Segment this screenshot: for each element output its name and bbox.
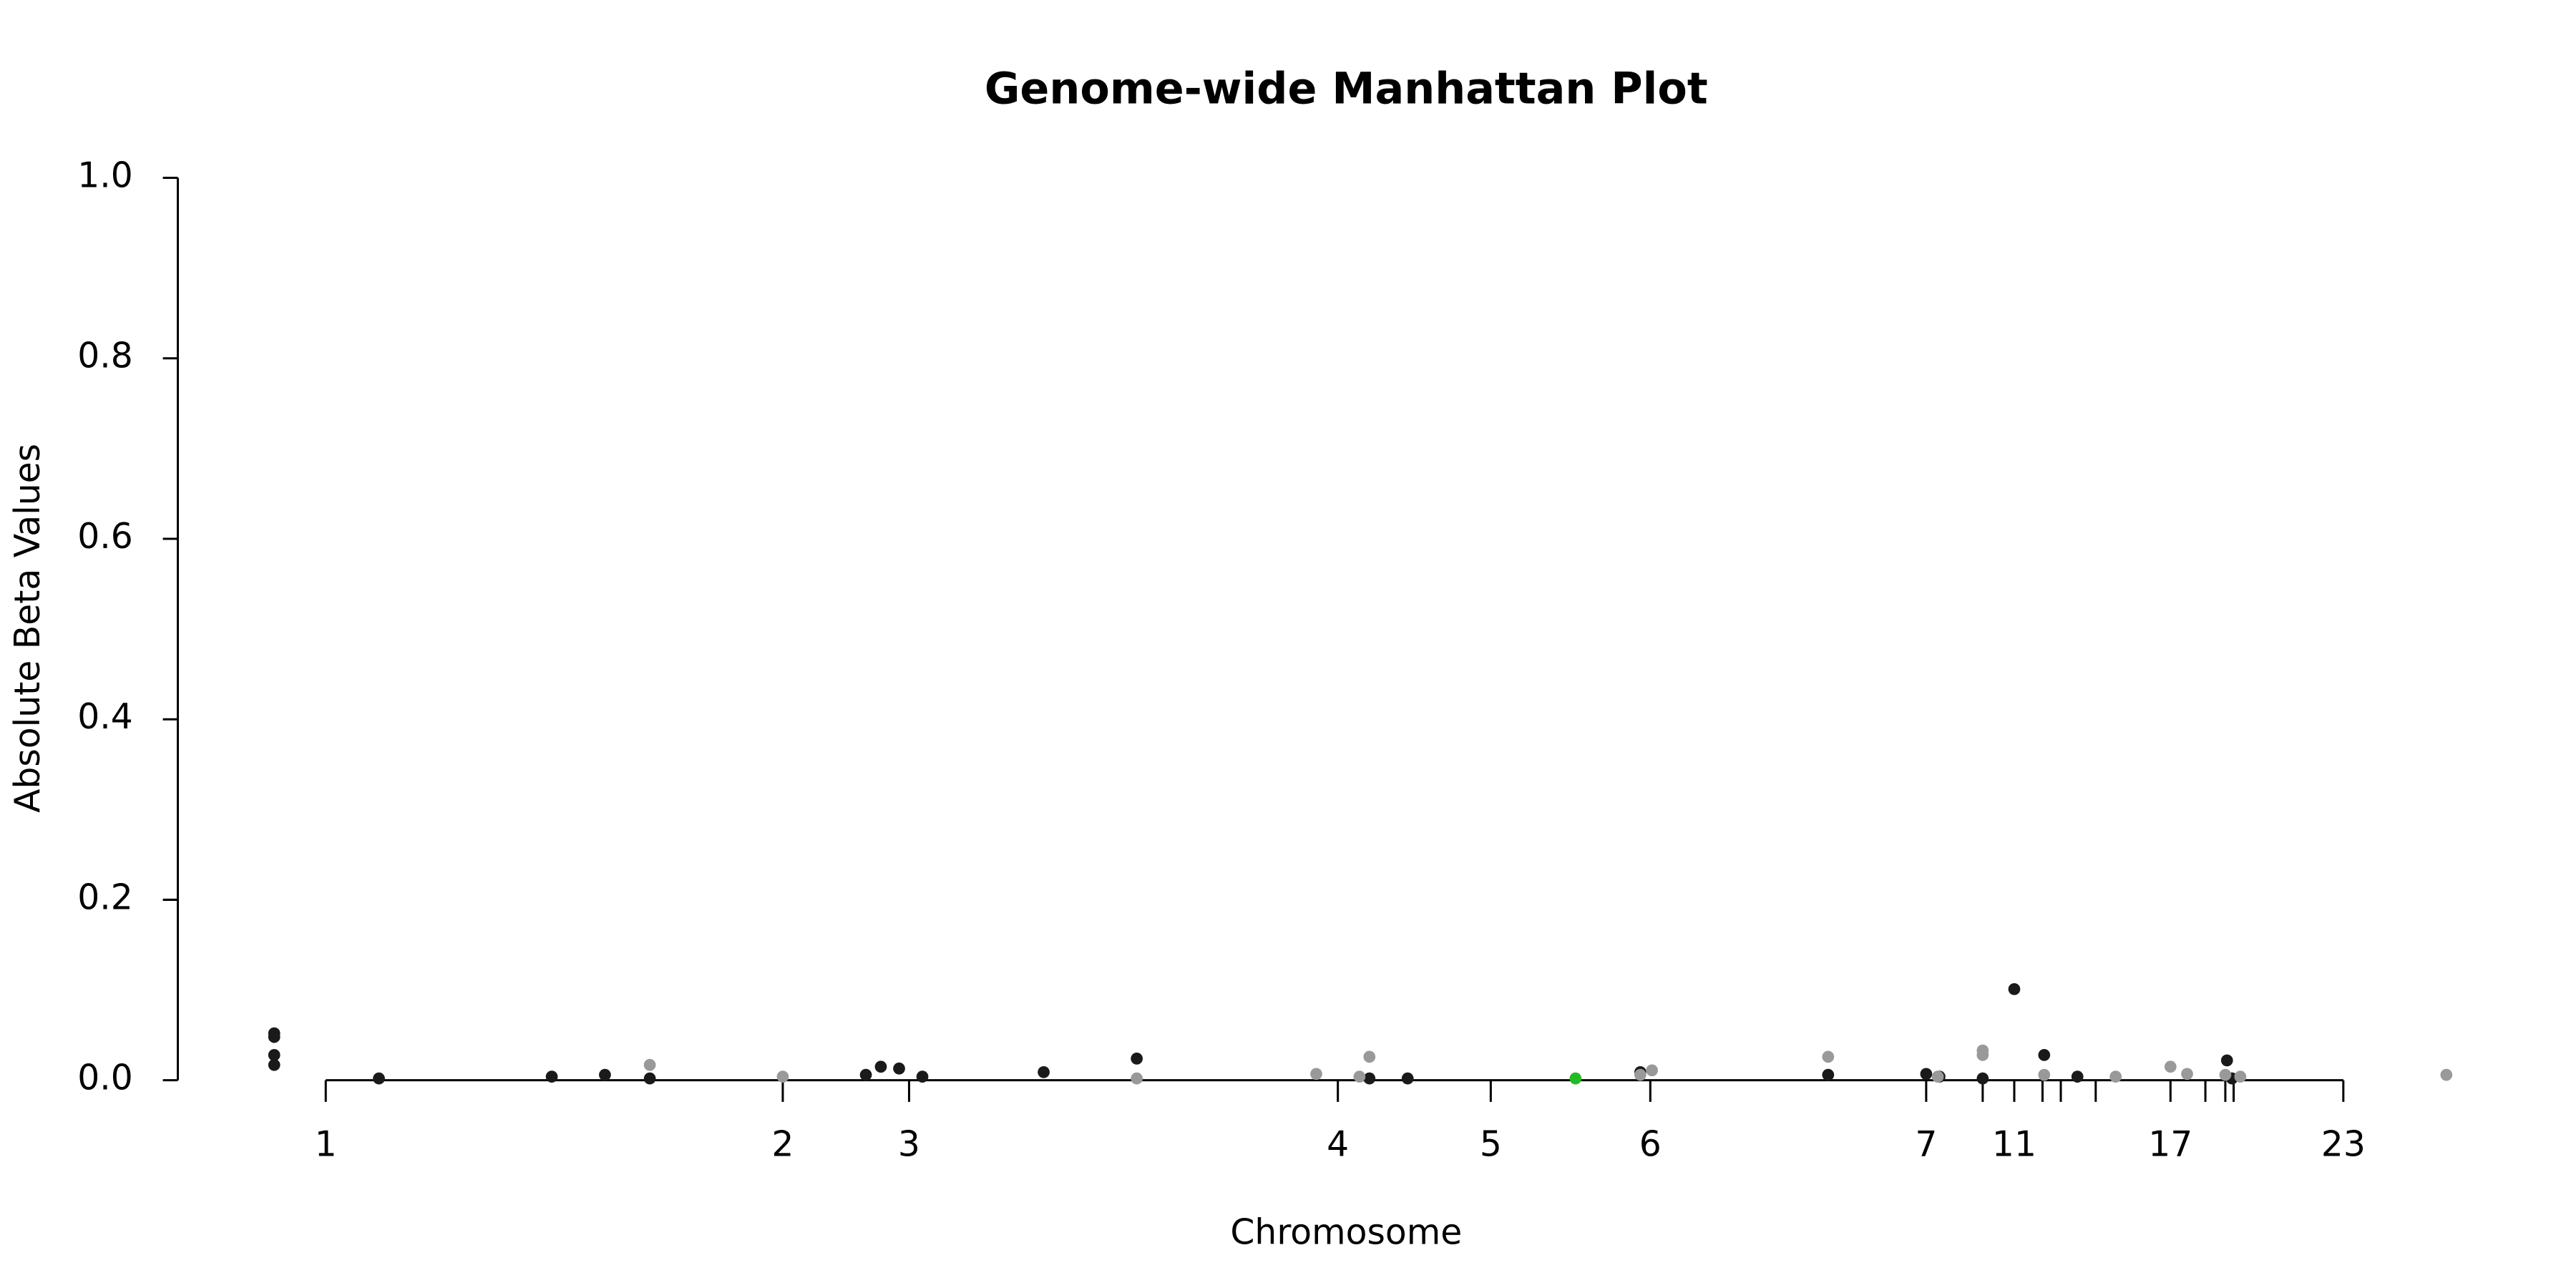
x-tick-label: 1 bbox=[315, 1124, 337, 1165]
y-tick-label: 0.2 bbox=[77, 877, 133, 917]
data-point bbox=[893, 1062, 905, 1075]
data-point bbox=[874, 1060, 887, 1073]
data-point bbox=[1353, 1070, 1366, 1083]
x-tick-label: 7 bbox=[1915, 1124, 1937, 1165]
data-point bbox=[1131, 1053, 1143, 1065]
data-point bbox=[859, 1068, 872, 1081]
y-tick-label: 1.0 bbox=[77, 155, 133, 196]
data-point bbox=[1931, 1070, 1944, 1083]
data-point bbox=[2071, 1070, 2084, 1083]
data-point bbox=[1976, 1072, 1989, 1085]
data-point bbox=[776, 1070, 789, 1083]
data-point bbox=[268, 1058, 280, 1071]
x-tick-label: 3 bbox=[898, 1124, 920, 1165]
data-point bbox=[1363, 1050, 1376, 1063]
data-point bbox=[1822, 1068, 1835, 1081]
data-point bbox=[268, 1049, 280, 1061]
y-tick-label: 0.0 bbox=[77, 1058, 133, 1098]
x-tick-label: 17 bbox=[2148, 1124, 2192, 1165]
data-point bbox=[2038, 1068, 2051, 1081]
data-point bbox=[2181, 1068, 2193, 1080]
data-point bbox=[1363, 1072, 1376, 1085]
data-point bbox=[2164, 1060, 2177, 1073]
data-point bbox=[2234, 1070, 2247, 1083]
data-point bbox=[2109, 1070, 2122, 1083]
data-point bbox=[1131, 1072, 1143, 1085]
data-point bbox=[1569, 1072, 1582, 1085]
data-point bbox=[2038, 1049, 2051, 1061]
data-point bbox=[2440, 1068, 2453, 1081]
chart-title: Genome-wide Manhattan Plot bbox=[985, 64, 1708, 114]
data-point bbox=[2220, 1054, 2233, 1067]
data-point bbox=[373, 1072, 385, 1085]
data-point bbox=[599, 1068, 611, 1081]
y-axis-label: Absolute Beta Values bbox=[7, 444, 48, 813]
x-tick-label: 6 bbox=[1639, 1124, 1662, 1165]
x-tick-label: 4 bbox=[1327, 1124, 1349, 1165]
data-point bbox=[1646, 1064, 1659, 1077]
x-tick-label: 5 bbox=[1480, 1124, 1502, 1165]
data-point bbox=[268, 1030, 280, 1043]
data-point bbox=[1401, 1072, 1414, 1085]
data-point bbox=[643, 1072, 656, 1085]
x-tick-label: 23 bbox=[2321, 1124, 2366, 1165]
data-point bbox=[1822, 1050, 1835, 1063]
data-point bbox=[2008, 982, 2021, 995]
data-point bbox=[2219, 1068, 2232, 1081]
data-point bbox=[1038, 1065, 1050, 1078]
x-tick-label: 11 bbox=[1992, 1124, 2036, 1165]
x-axis-label: Chromosome bbox=[1230, 1212, 1462, 1253]
data-point bbox=[1920, 1068, 1933, 1080]
data-point bbox=[916, 1070, 929, 1083]
data-point bbox=[545, 1070, 558, 1083]
x-tick-label: 2 bbox=[771, 1124, 794, 1165]
data-point bbox=[1634, 1068, 1646, 1081]
data-point bbox=[1310, 1068, 1322, 1080]
data-point bbox=[1976, 1049, 1989, 1061]
data-point bbox=[643, 1058, 656, 1071]
y-tick-label: 0.6 bbox=[77, 516, 133, 557]
y-tick-label: 0.4 bbox=[77, 696, 133, 737]
y-tick-label: 0.8 bbox=[77, 336, 133, 376]
